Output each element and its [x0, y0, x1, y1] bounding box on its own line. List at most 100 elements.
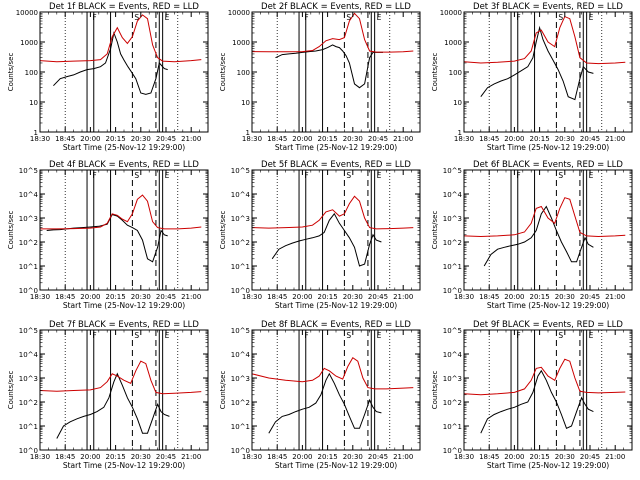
y-tick-label: 10^0 [231, 287, 250, 295]
marker-label: E [589, 331, 594, 340]
y-axis-label: Counts/sec [7, 371, 15, 410]
marker-label: E [589, 13, 594, 22]
lld-series-line [464, 358, 626, 396]
vertical-markers [276, 330, 391, 450]
y-tick-label: 10^3 [443, 375, 462, 383]
lld-series-line [252, 356, 414, 390]
x-tick-label: 20:00 [80, 135, 100, 143]
y-tick-label: 10^0 [443, 447, 462, 455]
y-tick-label: 1000 [20, 39, 38, 47]
events-series-line [268, 372, 382, 434]
y-tick-label: 10000 [16, 9, 38, 17]
x-axis-label: Start Time (25-Nov-12 19:29:00) [63, 143, 185, 152]
x-tick-label: 20:00 [80, 453, 100, 461]
y-tick-label: 10^2 [231, 399, 250, 407]
x-tick-label: 20:15 [318, 293, 338, 301]
events-series-line [483, 205, 594, 267]
y-tick-label: 10000 [440, 9, 462, 17]
x-tick-label: 18:45 [267, 293, 287, 301]
x-tick-label: 20:15 [318, 135, 338, 143]
events-series-line [271, 212, 382, 267]
y-tick-label: 10^5 [231, 167, 250, 175]
y-tick-label: 10^2 [19, 239, 38, 247]
vertical-markers [64, 170, 179, 290]
x-axis-label: Start Time (25-Nov-12 19:29:00) [487, 461, 609, 470]
lld-series-line [252, 12, 414, 53]
x-tick-label: 21:00 [605, 453, 625, 461]
marker-label: F [304, 13, 308, 22]
y-tick-label: 10^1 [19, 423, 38, 431]
x-tick-label: 20:00 [292, 453, 312, 461]
y-tick-label: 1000 [232, 39, 250, 47]
x-tick-label: 20:15 [106, 293, 126, 301]
y-tick-label: 10^1 [443, 423, 462, 431]
x-tick-label: 20:30 [131, 453, 151, 461]
events-series-line [480, 369, 594, 434]
x-tick-label: 20:45 [156, 293, 176, 301]
lld-series-line [464, 197, 626, 238]
x-tick-label: 18:45 [267, 453, 287, 461]
y-tick-label: 10^3 [443, 215, 462, 223]
y-tick-label: 100 [25, 69, 38, 77]
y-tick-label: 1 [34, 129, 38, 137]
x-tick-label: 18:45 [479, 293, 499, 301]
y-axis-label: Counts/sec [7, 53, 15, 92]
events-series-line [53, 31, 168, 95]
y-tick-label: 10^1 [231, 263, 250, 271]
y-tick-label: 10^4 [19, 191, 39, 199]
x-tick-label: 18:30 [454, 135, 474, 143]
marker-label: E [589, 171, 594, 180]
x-axis-label: Start Time (25-Nov-12 19:29:00) [275, 461, 397, 470]
panel-title: Det 8f BLACK = Events, RED = LLD [261, 320, 411, 330]
y-tick-label: 10^5 [19, 167, 38, 175]
x-tick-label: 18:45 [267, 135, 287, 143]
y-axis-label: Counts/sec [431, 53, 439, 92]
x-tick-label: 21:00 [393, 293, 413, 301]
vertical-markers [276, 12, 391, 132]
x-tick-label: 20:00 [504, 453, 524, 461]
marker-label: F [516, 13, 520, 22]
x-tick-label: 20:30 [555, 135, 575, 143]
x-tick-label: 18:45 [479, 135, 499, 143]
marker-label: F [92, 171, 96, 180]
y-tick-label: 10^1 [19, 263, 38, 271]
marker-label: S [134, 13, 139, 22]
x-axis-label: Start Time (25-Nov-12 19:29:00) [275, 143, 397, 152]
x-tick-label: 21:00 [181, 453, 201, 461]
panel-title: Det 4f BLACK = Events, RED = LLD [49, 160, 199, 170]
y-tick-label: 10^2 [19, 399, 38, 407]
marker-label: S [558, 331, 563, 340]
marker-label: F [304, 331, 308, 340]
marker-label: S [346, 13, 351, 22]
y-axis-label: Counts/sec [431, 211, 439, 250]
y-axis-label: Counts/sec [219, 371, 227, 410]
x-axis-label: Start Time (25-Nov-12 19:29:00) [63, 461, 185, 470]
x-tick-label: 18:30 [30, 135, 50, 143]
x-axis-label: Start Time (25-Nov-12 19:29:00) [63, 301, 185, 310]
x-axis-label: Start Time (25-Nov-12 19:29:00) [487, 301, 609, 310]
x-tick-label: 20:15 [318, 453, 338, 461]
y-tick-label: 10^0 [19, 287, 38, 295]
panel-title: Det 9f BLACK = Events, RED = LLD [473, 320, 623, 330]
y-tick-label: 10 [29, 99, 38, 107]
x-tick-label: 20:00 [504, 135, 524, 143]
vertical-markers [276, 170, 391, 290]
x-tick-label: 18:30 [242, 135, 262, 143]
marker-label: S [558, 13, 563, 22]
y-tick-label: 10^5 [19, 327, 38, 335]
events-series-line [56, 372, 170, 439]
y-tick-label: 10000 [228, 9, 250, 17]
x-tick-label: 18:30 [30, 293, 50, 301]
y-tick-label: 10^4 [443, 191, 463, 199]
x-tick-label: 18:45 [55, 135, 75, 143]
y-tick-label: 10^2 [231, 239, 250, 247]
x-tick-label: 18:45 [55, 453, 75, 461]
lld-series-line [40, 360, 202, 395]
y-tick-label: 10^5 [443, 167, 462, 175]
x-tick-label: 20:30 [131, 293, 151, 301]
x-tick-label: 18:30 [454, 293, 474, 301]
x-tick-label: 21:00 [605, 135, 625, 143]
x-tick-label: 20:15 [530, 135, 550, 143]
